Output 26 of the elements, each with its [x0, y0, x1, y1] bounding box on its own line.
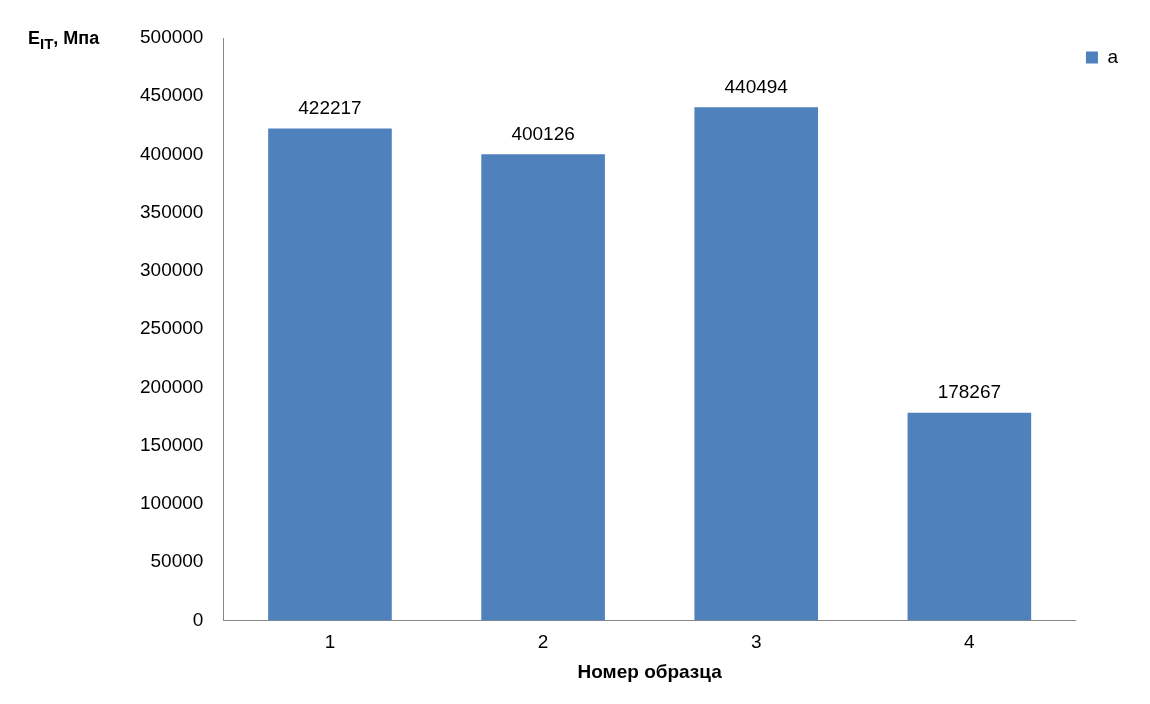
- y-axis-title: E$_{IT}$, Мпа: [28, 28, 100, 52]
- y-tick-label: 250000: [140, 317, 204, 339]
- legend-label: a: [1107, 45, 1119, 67]
- y-tick-label: 350000: [140, 200, 204, 222]
- data-label: 400126: [511, 123, 575, 145]
- bar: [694, 107, 819, 621]
- data-label: 440494: [724, 76, 789, 98]
- y-tick-label: 300000: [140, 259, 204, 281]
- x-axis-title: Номер образца: [577, 660, 723, 682]
- bar: [268, 128, 392, 621]
- y-tick-label: 0: [192, 608, 204, 630]
- x-tick-label: 4: [964, 631, 976, 653]
- y-tick-label: 450000: [140, 84, 204, 106]
- x-tick-label: 2: [537, 631, 549, 653]
- y-tick-label: 150000: [140, 433, 204, 455]
- data-label: 422217: [298, 97, 362, 119]
- y-tick-label: 200000: [140, 375, 204, 397]
- y-tick-label: 400000: [140, 142, 204, 164]
- y-tick-label: 50000: [150, 550, 204, 572]
- x-tick-label: 1: [324, 631, 336, 653]
- data-label: 178267: [937, 381, 1002, 403]
- x-tick-label: 3: [750, 631, 762, 653]
- bar: [907, 412, 1032, 621]
- bar: [481, 154, 605, 621]
- y-tick-label: 500000: [140, 26, 204, 48]
- y-tick-label: 100000: [140, 492, 204, 514]
